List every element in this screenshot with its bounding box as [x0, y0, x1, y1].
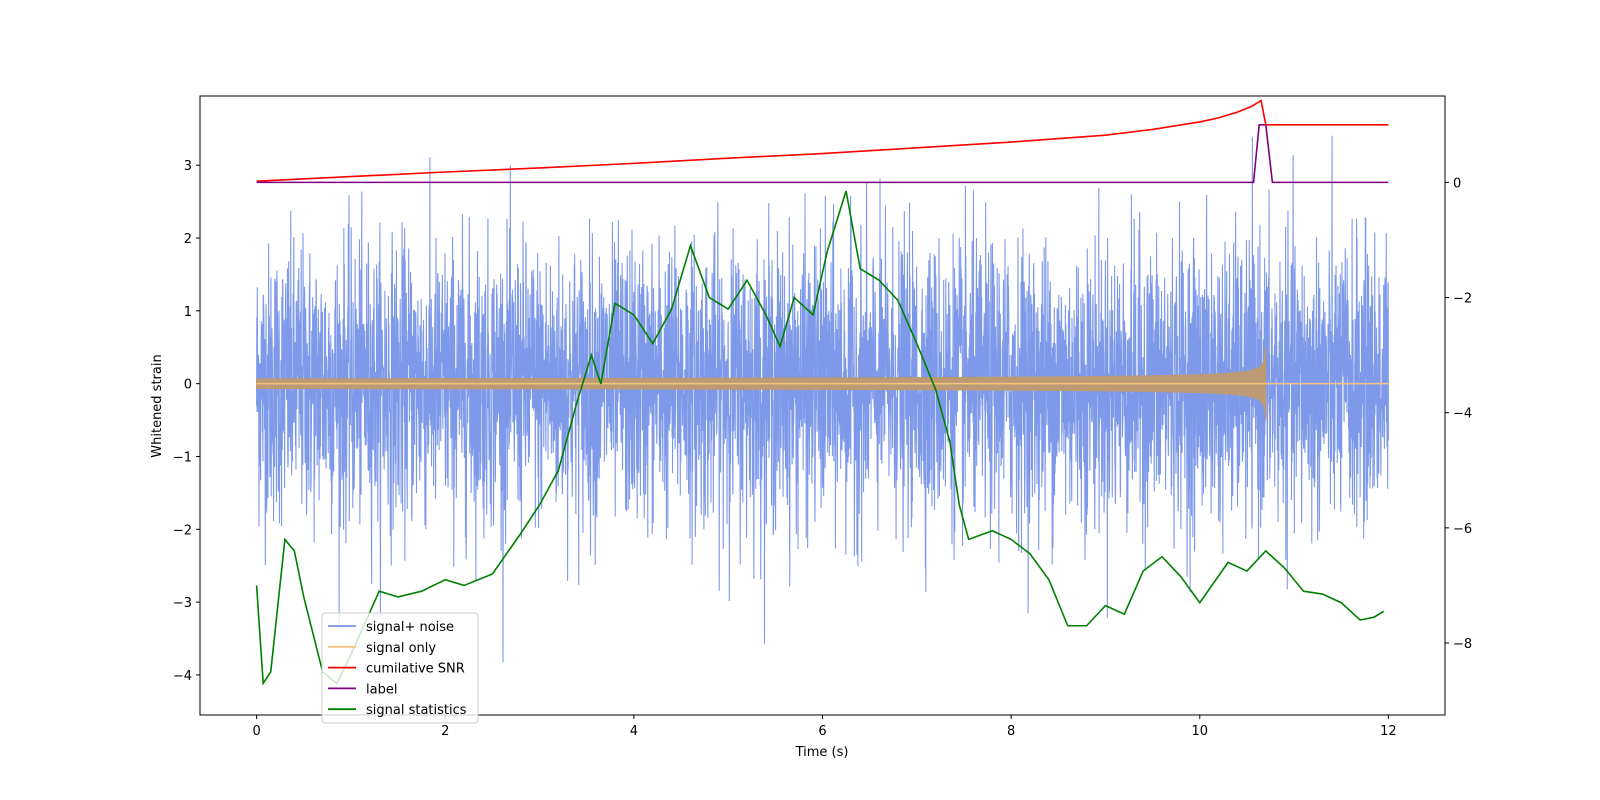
- x-tick-label: 10: [1191, 724, 1208, 739]
- legend: signal+ noise signal only cumilative SNR la…: [321, 612, 479, 724]
- legend-label: signal only: [366, 641, 436, 656]
- x-tick-label: 0: [252, 724, 260, 739]
- legend-label: cumilative SNR: [366, 662, 465, 677]
- y2-tick-label: −8: [1453, 637, 1472, 652]
- legend-items: signal+ noise signal only cumilative SNR la…: [328, 620, 467, 718]
- y2-tick-label: −2: [1453, 292, 1472, 307]
- y-tick-label: 2: [184, 232, 192, 247]
- y-tick-label: −2: [173, 523, 192, 538]
- x-tick-label: 6: [818, 724, 826, 739]
- x-axis-label: Time (s): [795, 745, 849, 760]
- y-tick-label: −1: [173, 450, 192, 465]
- series-signal-statistics-line: [255, 190, 1385, 686]
- y2-tick-label: 0: [1453, 176, 1461, 191]
- legend-label: signal+ noise: [366, 620, 454, 635]
- y-tick-label: 1: [184, 305, 192, 320]
- series-cumilative-snr-line: [256, 99, 1389, 183]
- x-tick-label: 2: [441, 724, 449, 739]
- x-tick-label: 4: [630, 724, 638, 739]
- y2-tick-label: −4: [1453, 407, 1472, 422]
- legend-label: label: [366, 682, 397, 697]
- y-tick-label: 3: [184, 159, 192, 174]
- y-tick-label: −4: [173, 669, 192, 684]
- y2-tick-label: −6: [1453, 522, 1472, 537]
- legend-label: signal statistics: [366, 703, 467, 718]
- x-tick-label: 8: [1007, 724, 1015, 739]
- y-axis-label: Whitened strain: [150, 354, 165, 457]
- legend-box: [321, 612, 479, 724]
- series-label-line: [256, 123, 1389, 184]
- y-tick-label: −3: [173, 596, 192, 611]
- x-tick-label: 12: [1380, 724, 1397, 739]
- y-tick-label: 0: [184, 378, 192, 393]
- series-layer: [255, 99, 1389, 686]
- series-signal-noise-line: [256, 135, 1389, 662]
